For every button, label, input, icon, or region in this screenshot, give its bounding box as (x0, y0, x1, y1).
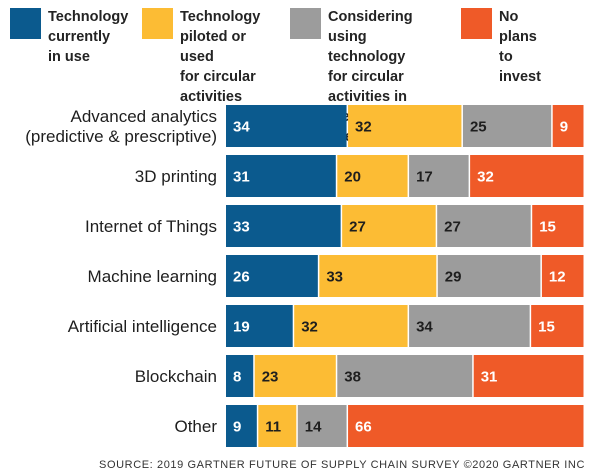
value-label: 27 (349, 219, 366, 236)
bar-segment (294, 305, 408, 347)
value-label: 14 (305, 419, 322, 436)
value-label: 17 (416, 169, 433, 186)
bar-segment (258, 405, 297, 447)
value-label: 33 (326, 269, 343, 286)
value-label: 27 (444, 219, 461, 236)
value-label: 8 (233, 369, 241, 386)
bar-segment (226, 255, 318, 297)
value-label: 26 (233, 269, 250, 286)
bar-segment (297, 405, 347, 447)
bar-segment (337, 155, 408, 197)
bar-segment (552, 105, 584, 147)
value-label: 9 (560, 119, 568, 136)
category-label: Other (174, 417, 217, 436)
bar-segment (226, 155, 336, 197)
value-label: 25 (470, 119, 487, 136)
value-label: 32 (301, 319, 318, 336)
value-label: 34 (233, 119, 250, 136)
bar-segment (409, 155, 469, 197)
bar-segment (462, 105, 552, 147)
value-label: 38 (344, 369, 361, 386)
bar-segment (437, 205, 531, 247)
value-label: 23 (262, 369, 279, 386)
bar-segment (531, 305, 584, 347)
category-label: Advanced analytics (predictive & prescrip… (25, 107, 217, 146)
bar-segment (541, 255, 584, 297)
legend-label: No plans to invest (499, 9, 541, 85)
value-label: 12 (549, 269, 566, 286)
value-label: 32 (355, 119, 372, 136)
bar-segment (254, 355, 336, 397)
value-label: 19 (233, 319, 250, 336)
legend-swatch (142, 8, 173, 39)
value-label: 20 (344, 169, 361, 186)
value-label: 31 (481, 369, 498, 386)
bar-segment (437, 255, 541, 297)
bar-segment (226, 105, 347, 147)
source-note: SOURCE: 2019 GARTNER FUTURE OF SUPPLY CH… (99, 459, 585, 471)
value-label: 9 (233, 419, 241, 436)
legend: Technology currently in use Technology pi… (0, 0, 600, 145)
value-label: 33 (233, 219, 250, 236)
value-label: 32 (477, 169, 494, 186)
bar-segment (470, 155, 584, 197)
legend-swatch (290, 8, 321, 39)
bar-segment (342, 205, 436, 247)
legend-swatch (10, 8, 41, 39)
value-label: 15 (538, 319, 555, 336)
bar-segment (337, 355, 473, 397)
legend-label: Technology piloted or used for circular … (180, 9, 261, 105)
bar-segment (226, 305, 293, 347)
bar-segment (409, 305, 530, 347)
bar-segment (226, 205, 341, 247)
bar-segment (226, 405, 257, 447)
category-label: Machine learning (88, 267, 217, 286)
bar-segment (319, 255, 437, 297)
bar-segment (473, 355, 584, 397)
category-label: Artificial intelligence (68, 317, 217, 336)
value-label: 66 (355, 419, 372, 436)
value-label: 11 (265, 419, 281, 436)
bar-segment (532, 205, 584, 247)
value-label: 15 (539, 219, 556, 236)
bar-segment (226, 355, 254, 397)
value-label: 31 (233, 169, 250, 186)
category-label: Blockchain (135, 367, 217, 386)
value-label: 29 (445, 269, 462, 286)
legend-label: Technology currently in use (48, 9, 129, 65)
value-label: 34 (416, 319, 433, 336)
bar-segment (348, 105, 462, 147)
bar-segment (348, 405, 584, 447)
category-label: Internet of Things (85, 217, 217, 236)
legend-swatch (461, 8, 492, 39)
category-label: 3D printing (135, 167, 217, 186)
